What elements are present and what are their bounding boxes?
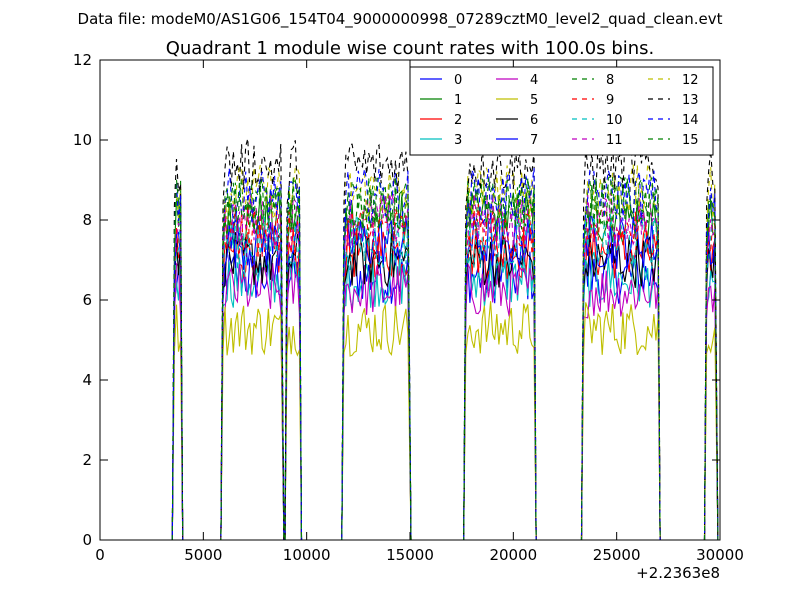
legend-label-5: 5 [530,93,538,108]
x-tick-label: 5000 [184,546,222,564]
figure-suptitle: Data file: modeM0/AS1G06_154T04_90000009… [78,10,723,29]
x-tick-label: 25000 [593,546,641,564]
legend-label-7: 7 [530,133,538,148]
y-tick-label: 12 [73,51,92,69]
y-tick-label: 0 [82,531,92,549]
legend-label-11: 11 [606,133,623,148]
legend-label-13: 13 [682,93,699,108]
legend-frame [409,66,714,156]
series-line-5 [171,301,719,540]
y-tick-label: 6 [82,291,92,309]
x-tick-label: 10000 [283,546,331,564]
legend-label-3: 3 [454,133,462,148]
legend-label-0: 0 [454,73,462,88]
x-axis-offset-label: +2.2363e8 [636,564,720,582]
series-line-15 [171,175,719,540]
legend-label-10: 10 [606,113,623,128]
x-tick-label: 30000 [696,546,744,564]
series-line-13 [171,138,719,540]
series-line-3 [171,251,719,540]
x-tick-label: 15000 [386,546,434,564]
series-lines [171,138,719,540]
series-line-9 [171,202,719,540]
y-tick-label: 4 [82,371,92,389]
x-tick-label: 0 [95,546,105,564]
legend-label-9: 9 [606,93,614,108]
legend-label-4: 4 [530,73,538,88]
series-line-4 [171,262,719,540]
legend-label-6: 6 [530,113,538,128]
legend-label-1: 1 [454,93,462,108]
legend-label-8: 8 [606,73,614,88]
y-tick-label: 8 [82,211,92,229]
series-line-6 [171,232,719,540]
legend-label-2: 2 [454,113,462,128]
legend-label-12: 12 [682,73,699,88]
x-tick-label: 20000 [489,546,537,564]
legend-label-14: 14 [682,113,699,128]
legend-label-15: 15 [682,133,699,148]
y-tick-label: 10 [73,131,92,149]
series-line-0 [171,248,719,540]
series-line-11 [171,192,719,540]
y-tick-label: 2 [82,451,92,469]
chart-title: Quadrant 1 module wise count rates with … [166,38,655,59]
